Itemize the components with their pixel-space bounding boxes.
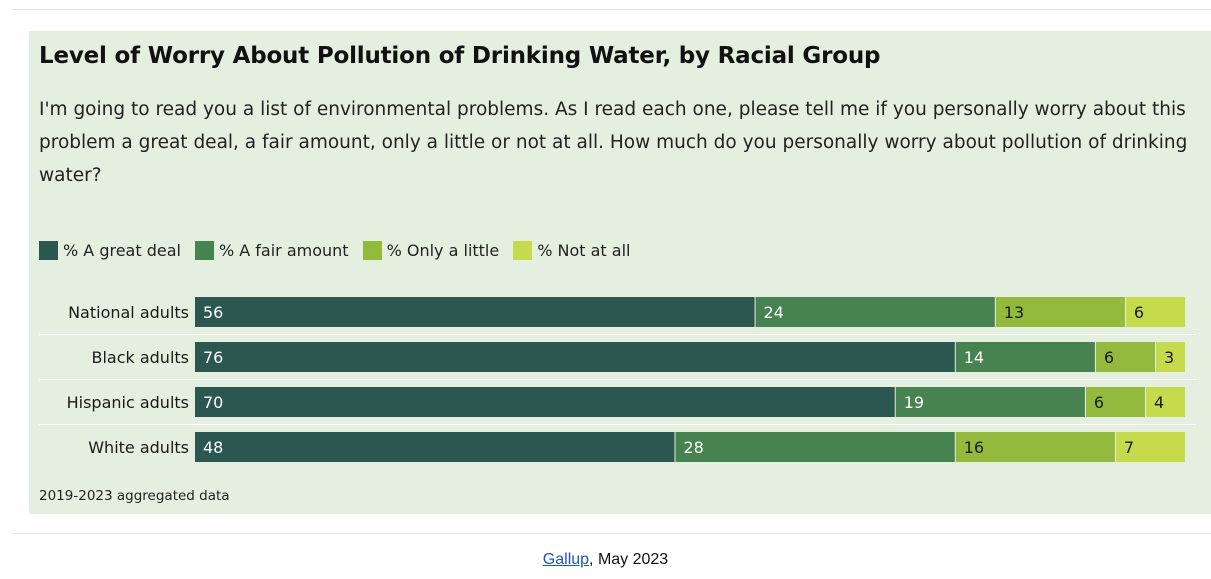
data-label: 48 <box>203 438 223 457</box>
data-note: 2019-2023 aggregated data <box>39 488 230 504</box>
bottom-divider <box>12 533 1211 534</box>
source-line: Gallup, May 2023 <box>0 551 1211 569</box>
bar-segment-fair-amount <box>675 432 955 462</box>
bar-segment-great-deal <box>195 387 895 417</box>
top-divider <box>12 9 1211 10</box>
data-label: 16 <box>964 438 984 457</box>
category-label: Black adults <box>91 348 189 367</box>
data-label: 76 <box>203 348 223 367</box>
data-label: 24 <box>764 303 784 322</box>
legend-label: % Only a little <box>386 240 500 260</box>
data-label: 6 <box>1104 348 1114 367</box>
source-link[interactable]: Gallup <box>542 551 590 568</box>
chart-panel: Level of Worry About Pollution of Drinki… <box>29 31 1211 514</box>
data-label: 28 <box>683 438 703 457</box>
bar-segment-not-at-all <box>1155 342 1185 372</box>
source-date: , May 2023 <box>589 551 669 568</box>
legend-swatch <box>513 240 533 260</box>
bar-segment-not-at-all <box>1145 387 1185 417</box>
bar-segment-great-deal <box>195 342 955 372</box>
category-label: National adults <box>68 303 189 322</box>
data-label: 70 <box>203 393 223 412</box>
bar-segment-only-little <box>955 432 1115 462</box>
bar-segment-only-little <box>1095 342 1155 372</box>
data-label: 6 <box>1134 303 1144 322</box>
bar-segment-fair-amount <box>955 342 1095 372</box>
bar-segment-not-at-all <box>1115 432 1185 462</box>
legend-swatch <box>39 240 58 260</box>
legend-item-only-little: % Only a little <box>362 240 500 260</box>
legend-label: % Not at all <box>537 240 631 260</box>
bar-segment-fair-amount <box>755 297 995 327</box>
data-label: 13 <box>1004 303 1024 322</box>
legend-item-not-at-all: % Not at all <box>513 240 631 260</box>
bar-segment-not-at-all <box>1125 297 1185 327</box>
data-label: 6 <box>1094 393 1104 412</box>
bar-segment-only-little <box>995 297 1125 327</box>
bar-segment-great-deal <box>195 432 675 462</box>
data-label: 4 <box>1154 393 1164 412</box>
chart-title: Level of Worry About Pollution of Drinki… <box>39 43 881 69</box>
bar-segment-only-little <box>1085 387 1145 417</box>
legend-label: % A great deal <box>63 240 181 260</box>
legend-label: % A fair amount <box>218 240 349 260</box>
data-label: 14 <box>964 348 984 367</box>
legend-item-great-deal: % A great deal <box>39 240 181 260</box>
legend-swatch <box>194 240 214 260</box>
data-label: 56 <box>203 303 223 322</box>
category-label: Hispanic adults <box>67 393 189 412</box>
data-label: 7 <box>1124 438 1134 457</box>
legend-swatch <box>362 240 382 260</box>
data-label: 3 <box>1164 348 1174 367</box>
bar-segment-fair-amount <box>895 387 1085 417</box>
bar-segment-great-deal <box>195 297 755 327</box>
category-label: White adults <box>88 438 189 457</box>
chart-legend: % A great deal % A fair amount % Only a li… <box>39 238 644 262</box>
data-label: 19 <box>904 393 924 412</box>
survey-question: I'm going to read you a list of environm… <box>39 99 1188 186</box>
legend-item-fair-amount: % A fair amount <box>194 240 349 260</box>
